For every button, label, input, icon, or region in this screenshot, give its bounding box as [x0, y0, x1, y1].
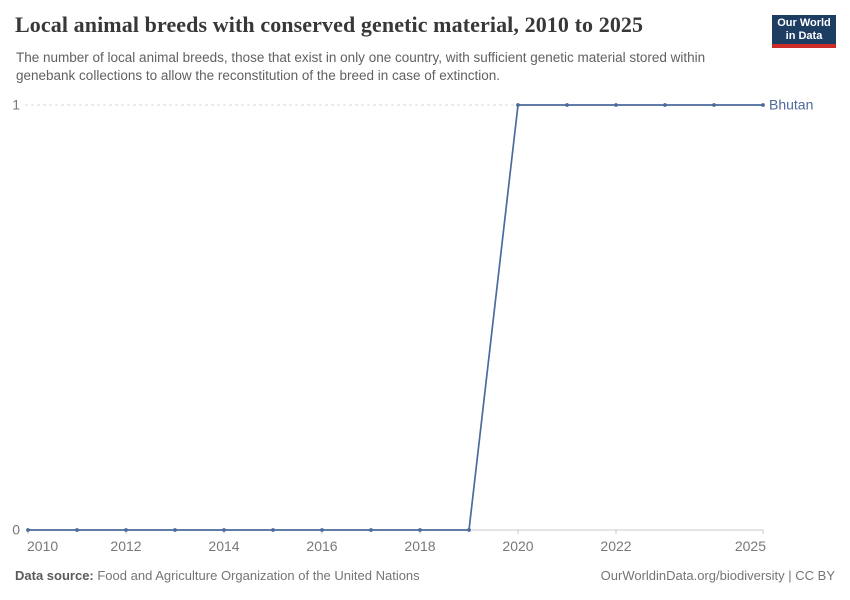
data-source: Data source: Food and Agriculture Organi… [15, 568, 420, 583]
y-tick-label: 1 [12, 97, 20, 113]
data-point [369, 528, 373, 532]
data-point [565, 103, 569, 107]
x-tick-label: 2010 [27, 538, 58, 554]
data-line [28, 104, 763, 531]
data-point [712, 103, 716, 107]
chart-footer: Data source: Food and Agriculture Organi… [15, 568, 835, 583]
data-point [467, 528, 471, 532]
x-tick-label: 2014 [208, 538, 239, 554]
data-point [75, 528, 79, 532]
chart-subtitle: The number of local animal breeds, those… [16, 50, 706, 83]
data-point [271, 528, 275, 532]
series-label: Bhutan [769, 97, 813, 113]
attribution-link[interactable]: OurWorldinData.org/biodiversity | CC BY [600, 568, 835, 583]
y-tick-label: 0 [12, 522, 20, 538]
data-source-text: Food and Agriculture Organization of the… [93, 568, 420, 583]
data-point [222, 528, 226, 532]
data-point [320, 528, 324, 532]
x-tick-label: 2012 [110, 538, 141, 554]
x-tick-label: 2022 [600, 538, 631, 554]
data-point [124, 528, 128, 532]
chart-title: Local animal breeds with conserved genet… [15, 12, 644, 37]
data-source-label: Data source: [15, 568, 94, 583]
data-point [173, 528, 177, 532]
x-tick-label: 2016 [306, 538, 337, 554]
data-point [614, 103, 618, 107]
x-tick-label: 2018 [404, 538, 435, 554]
x-tick-label: 2025 [735, 538, 766, 554]
owid-logo[interactable]: Our World in Data [772, 15, 836, 48]
data-point [418, 528, 422, 532]
x-tick-label: 2020 [502, 538, 533, 554]
owid-logo-line2: in Data [785, 29, 823, 42]
data-point [26, 528, 30, 532]
data-point [663, 103, 667, 107]
data-point [516, 103, 520, 107]
owid-logo-line1: Our World [777, 16, 831, 29]
data-point [761, 103, 765, 107]
